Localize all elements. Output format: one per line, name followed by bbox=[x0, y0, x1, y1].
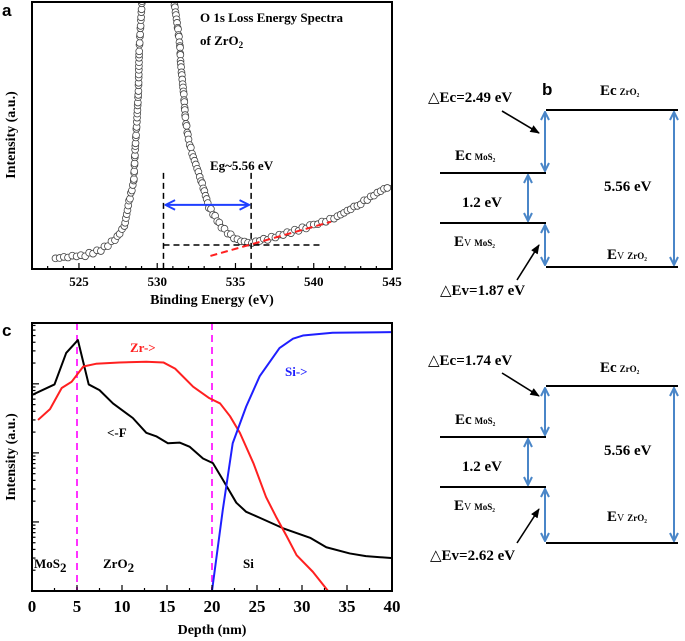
pointer-arrow-ec bbox=[501, 110, 540, 134]
data-point bbox=[181, 113, 190, 122]
ev-mos2-label: EV MoS₂ bbox=[454, 234, 495, 250]
spectrum-line-0 bbox=[55, 2, 143, 259]
delta-ec-label: △Ec=1.74 eV bbox=[428, 353, 512, 369]
data-point bbox=[135, 39, 144, 47]
tangent-line bbox=[210, 220, 332, 257]
band-diagram-b: △Ec=2.49 eV △Ev=1.87 eV Ec MoS₂ EV MoS₂ Ec… bbox=[428, 83, 678, 299]
x-tick-label: 35 bbox=[339, 597, 356, 616]
zro2-gap-label: 5.56 eV bbox=[604, 443, 652, 459]
title-a-line1: O 1s Loss Energy Spectra bbox=[200, 10, 344, 25]
data-point bbox=[135, 47, 144, 56]
x-tick-label: 25 bbox=[249, 597, 266, 616]
band-diagram-d: △Ec=1.74 eV △Ev=2.62 eV Ec MoS₂ EV MoS₂ Ec… bbox=[428, 353, 678, 564]
data-point bbox=[132, 131, 140, 139]
title-a-line2: of ZrO2 bbox=[200, 33, 244, 50]
pointer-arrow-ev bbox=[516, 244, 540, 281]
panel-label-c: c bbox=[2, 321, 11, 340]
ev-zro2-label: EV ZrO₂ bbox=[607, 247, 647, 263]
data-point bbox=[130, 175, 138, 183]
delta-ev-label: △Ev=1.87 eV bbox=[440, 283, 525, 299]
zro2-gap-label: 5.56 eV bbox=[604, 179, 652, 195]
ev-zro2-label: EV ZrO₂ bbox=[607, 509, 647, 525]
x-tick-label: 525 bbox=[69, 274, 89, 289]
pointer-arrow-ec bbox=[501, 372, 540, 397]
layer-label-si: Si bbox=[243, 556, 254, 571]
delta-ev-label: △Ev=2.62 eV bbox=[430, 548, 515, 564]
delta-ec-label: △Ec=2.49 eV bbox=[428, 90, 512, 106]
ec-mos2-label: Ec MoS₂ bbox=[455, 412, 496, 428]
ev-mos2-label: EV MoS₂ bbox=[454, 498, 495, 514]
x-tick-label: 530 bbox=[147, 274, 167, 289]
series-line-si bbox=[32, 331, 392, 591]
x-tick-label: 10 bbox=[114, 597, 131, 616]
x-tick-label: 30 bbox=[294, 597, 311, 616]
y-axis-label-a: Intensity (a.u.) bbox=[4, 91, 19, 179]
series-line-f bbox=[32, 339, 392, 560]
data-point bbox=[130, 167, 139, 176]
layer-label-zro2: ZrO2 bbox=[103, 556, 134, 575]
x-axis-label-a: Binding Energy (eV) bbox=[150, 293, 274, 308]
y-axis-label-c: Intensity (a.u.) bbox=[4, 413, 19, 501]
ec-zro2-label: Ec ZrO₂ bbox=[600, 83, 640, 99]
plot-frame-a bbox=[31, 1, 393, 270]
x-tick-label: 40 bbox=[384, 597, 401, 616]
data-point bbox=[182, 122, 191, 130]
panel-label-a: a bbox=[2, 1, 12, 20]
x-tick-label: 540 bbox=[304, 274, 324, 289]
x-tick-label: 535 bbox=[226, 274, 246, 289]
x-tick-label: 20 bbox=[204, 597, 221, 616]
series-label-si: Si-> bbox=[285, 364, 308, 379]
x-tick-label: 545 bbox=[382, 274, 402, 289]
mos2-gap-label: 1.2 eV bbox=[462, 459, 502, 475]
ec-zro2-label: Ec ZrO₂ bbox=[600, 360, 640, 376]
series-line-zr bbox=[37, 360, 329, 591]
data-point bbox=[187, 143, 195, 152]
x-tick-label: 0 bbox=[28, 597, 37, 616]
x-tick-label: 15 bbox=[159, 597, 176, 616]
panel-label-b: b bbox=[542, 80, 552, 99]
mos2-gap-label: 1.2 eV bbox=[462, 195, 502, 211]
eg-annotation: Eg~5.56 eV bbox=[210, 158, 274, 173]
ec-mos2-label: Ec MoS₂ bbox=[455, 148, 496, 164]
pointer-arrow-ev bbox=[516, 508, 540, 544]
series-label-f: <-F bbox=[107, 425, 127, 440]
x-tick-label: 5 bbox=[73, 597, 82, 616]
panel-c-chart: 0 5 10 15 20 25 30 35 40 Zr-> Si-> <-F MoS2 ZrO2… bbox=[4, 322, 401, 638]
data-point bbox=[383, 184, 392, 192]
layer-label-mos2: MoS2 bbox=[34, 556, 67, 575]
panel-a-chart: 525 530 535 540 545 O 1s Loss Energy Spectra… bbox=[4, 1, 402, 308]
series-label-zr: Zr-> bbox=[130, 340, 156, 355]
x-axis-label-c: Depth (nm) bbox=[178, 623, 247, 638]
